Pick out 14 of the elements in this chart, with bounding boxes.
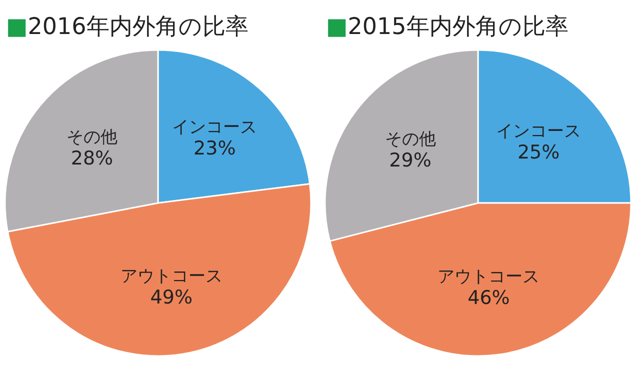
slice-label: その他 xyxy=(66,127,118,148)
data-label: 49% xyxy=(150,286,193,309)
slice-label: その他 xyxy=(384,129,436,150)
data-label: 46% xyxy=(468,287,510,310)
slice-label: インコース xyxy=(496,121,582,142)
slice-label: アウトコース xyxy=(120,266,222,287)
data-label: 25% xyxy=(517,141,560,164)
data-label: 28% xyxy=(70,147,114,170)
data-label: 29% xyxy=(389,149,432,172)
chart-title: ■2015年内外角の比率 xyxy=(326,14,568,40)
data-label: 23% xyxy=(194,138,236,160)
slice-label: アウトコース xyxy=(438,267,540,288)
slice-label: インコース xyxy=(172,118,258,138)
chart-title: ■2016年内外角の比率 xyxy=(6,14,248,40)
